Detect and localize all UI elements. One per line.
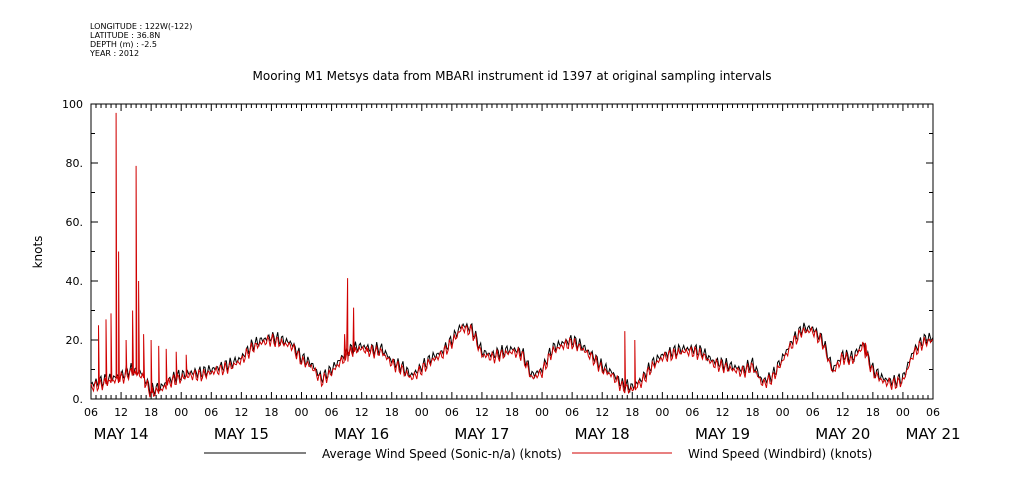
- x-tick-label: 12: [716, 406, 730, 419]
- x-tick-label: 18: [385, 406, 399, 419]
- y-tick-label: 80.: [66, 157, 84, 170]
- y-tick-label: 100: [62, 98, 83, 111]
- x-tick-label: 00: [415, 406, 429, 419]
- y-tick-label: 40.: [66, 275, 84, 288]
- x-tick-label: 00: [295, 406, 309, 419]
- x-tick-label: 12: [836, 406, 850, 419]
- x-day-label: MAY 18: [575, 425, 630, 443]
- x-tick-label: 00: [896, 406, 910, 419]
- x-tick-label: 18: [505, 406, 519, 419]
- x-tick-label: 06: [806, 406, 820, 419]
- y-axis-label: knots: [31, 236, 45, 269]
- x-tick-label: 18: [746, 406, 760, 419]
- x-tick-label: 00: [776, 406, 790, 419]
- legend-label-windbird: Wind Speed (Windbird) (knots): [688, 447, 872, 461]
- x-tick-label: 12: [234, 406, 248, 419]
- y-tick-label: 60.: [66, 216, 84, 229]
- x-day-label: MAY 15: [214, 425, 269, 443]
- x-tick-label: 18: [264, 406, 278, 419]
- x-day-label: MAY 16: [334, 425, 389, 443]
- x-day-label: MAY 20: [815, 425, 870, 443]
- x-tick-label: 00: [174, 406, 188, 419]
- year-label: YEAR : 2012: [90, 49, 140, 58]
- legend: Average Wind Speed (Sonic-n/a) (knots) W…: [204, 447, 872, 461]
- series-line-windbird: [90, 112, 933, 398]
- x-tick-label: 12: [595, 406, 609, 419]
- axis-ticks: 0. 20. 40. 60. 80. 100 06 12 18 00 06 12 18 00 06 12 18 0…: [62, 98, 961, 443]
- chart-title: Mooring M1 Metsys data from MBARI instru…: [253, 69, 772, 83]
- plot-frame: [90, 103, 934, 400]
- x-tick-label: 06: [685, 406, 699, 419]
- series-layer: [90, 112, 934, 398]
- x-tick-label: 12: [114, 406, 128, 419]
- x-tick-label: 12: [475, 406, 489, 419]
- depth-label: DEPTH (m) : -2.5: [90, 40, 157, 49]
- y-tick-label: 20.: [66, 334, 84, 347]
- legend-label-average: Average Wind Speed (Sonic-n/a) (knots): [322, 447, 562, 461]
- x-tick-label: 06: [445, 406, 459, 419]
- x-day-label: MAY 21: [905, 425, 960, 443]
- x-tick-label: 18: [144, 406, 158, 419]
- x-tick-label: 18: [866, 406, 880, 419]
- x-tick-label: 00: [535, 406, 549, 419]
- x-tick-label: 06: [204, 406, 218, 419]
- x-tick-label: 06: [565, 406, 579, 419]
- x-tick-label: 06: [325, 406, 339, 419]
- x-tick-label: 00: [655, 406, 669, 419]
- x-tick-label: 18: [625, 406, 639, 419]
- x-tick-label: 06: [926, 406, 940, 419]
- x-tick-label: 06: [84, 406, 98, 419]
- station-metadata: LONGITUDE : 122W(-122) LATITUDE : 36.8N …: [90, 22, 192, 58]
- x-day-label: MAY 19: [695, 425, 750, 443]
- longitude-label: LONGITUDE : 122W(-122): [90, 22, 193, 31]
- latitude-label: LATITUDE : 36.8N: [90, 31, 161, 40]
- x-day-label: MAY 17: [454, 425, 509, 443]
- x-day-label: MAY 14: [94, 425, 149, 443]
- y-tick-label: 0.: [73, 393, 84, 406]
- x-tick-label: 12: [355, 406, 369, 419]
- series-line-average-wind: [90, 322, 934, 396]
